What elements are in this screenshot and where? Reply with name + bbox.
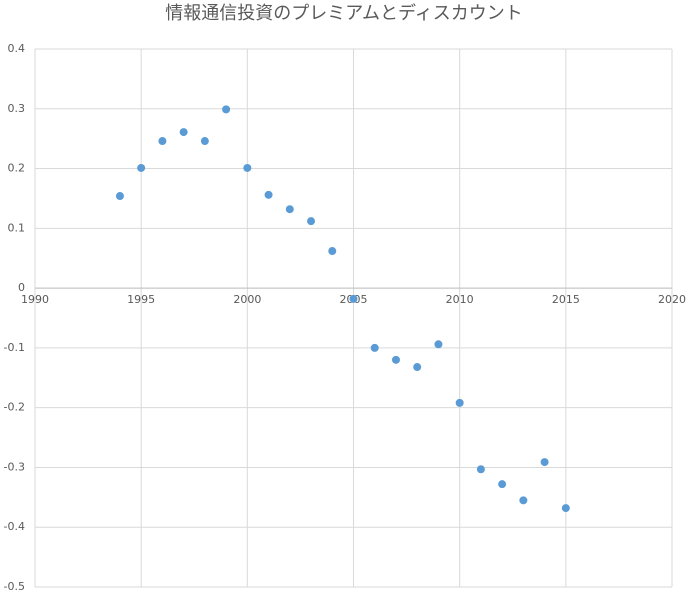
point	[370, 343, 379, 352]
point	[115, 192, 124, 201]
y-tick-label: -0.1	[4, 341, 25, 354]
point	[561, 504, 570, 513]
point	[179, 128, 188, 137]
point	[137, 163, 146, 172]
x-tick-label: 2015	[552, 293, 580, 306]
point	[307, 217, 316, 226]
point	[285, 205, 294, 214]
y-tick-label: -0.3	[4, 460, 25, 473]
y-tick-label: 0.2	[8, 162, 26, 175]
chart-title: 情報通信投資のプレミアムとディスカウント	[165, 3, 522, 24]
point	[455, 398, 464, 407]
y-tick-label: 0.1	[8, 221, 26, 234]
y-tick-label: -0.5	[4, 580, 25, 593]
x-tick-label: 1990	[21, 293, 49, 306]
x-tick-label: 2010	[446, 293, 474, 306]
point	[476, 465, 485, 474]
point	[243, 163, 252, 172]
point	[349, 294, 358, 303]
y-tick-label: -0.2	[4, 401, 25, 414]
point	[498, 480, 507, 489]
x-tick-label: 2020	[658, 293, 686, 306]
point	[434, 340, 443, 349]
point	[328, 247, 337, 256]
x-tick-label: 1995	[127, 293, 155, 306]
point	[200, 137, 209, 146]
point	[222, 105, 231, 114]
y-tick-label: 0	[18, 281, 25, 294]
point	[264, 190, 273, 199]
y-tick-label: 0.4	[8, 42, 26, 55]
x-tick-label: 2000	[233, 293, 261, 306]
point	[413, 363, 422, 372]
point	[391, 355, 400, 364]
y-tick-label: 0.3	[8, 102, 26, 115]
point	[540, 458, 549, 467]
point	[519, 496, 528, 505]
y-tick-label: -0.4	[4, 520, 25, 533]
point	[158, 137, 167, 146]
